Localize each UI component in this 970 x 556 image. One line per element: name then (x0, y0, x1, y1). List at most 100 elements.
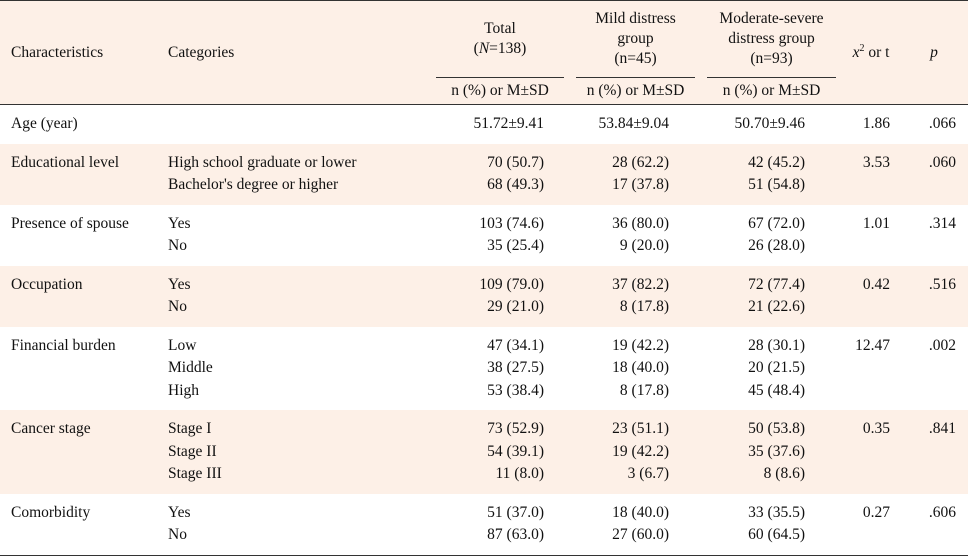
cell-category (157, 105, 430, 144)
cell-mild-line: 8 (17.8) (619, 298, 669, 315)
cell-category: Yes No (157, 265, 430, 327)
cell-moderate-line: 20 (21.5) (748, 359, 805, 376)
cell-stat: 1.01 (862, 214, 890, 232)
cell-total-line: 53 (38.4) (487, 381, 544, 399)
cell-stat: 12.47 (855, 336, 890, 354)
header-total: Total (N=138) (430, 0, 570, 77)
cell-moderate-line: 28 (30.1) (748, 336, 805, 354)
header-mod-line1: Moderate-severe (719, 10, 824, 27)
cell-moderate: 50.70±9.46 (701, 105, 842, 144)
cell-category-line: Stage III (168, 465, 222, 482)
cell-p: .314 (928, 214, 956, 232)
cell-mild-line: 9 (20.0) (619, 237, 669, 254)
cell-p: .841 (900, 410, 968, 494)
cell-moderate-line: 8 (8.6) (763, 465, 805, 482)
cell-total-line: 54 (39.1) (487, 442, 544, 460)
cell-total: 73 (52.9) 54 (39.1) 11 (8.0) (430, 410, 570, 494)
cell-stat: 1.86 (862, 115, 890, 132)
cell-total-line: 47 (34.1) (487, 336, 544, 354)
cell-mild-line: 19 (42.2) (612, 442, 669, 460)
cell-total: 51 (37.0) 87 (63.0) (430, 493, 570, 556)
cell-moderate-line: 26 (28.0) (748, 237, 805, 254)
cell-mild: 37 (82.2) 8 (17.8) (570, 265, 701, 327)
cell-moderate-line: 50.70±9.46 (734, 115, 805, 132)
cell-category-line: No (168, 526, 187, 543)
cell-mild: 28 (62.2) 17 (37.8) (570, 143, 701, 205)
cell-mild-line: 8 (17.8) (619, 381, 669, 399)
table-row: Presence of spouse Yes No 103 (74.6) 35 (25.… (0, 205, 968, 266)
cell-characteristic: Age (year) (11, 115, 78, 132)
cell-mild-line: 27 (60.0) (612, 526, 669, 543)
cell-total: 70 (50.7) 68 (49.3) (430, 143, 570, 205)
header-mod-line2: distress group (728, 30, 815, 47)
cell-moderate-line: 33 (35.5) (748, 503, 805, 521)
cell-moderate-line: 42 (45.2) (748, 153, 805, 171)
cell-category: Yes No (157, 493, 430, 556)
cell-moderate-line: 50 (53.8) (748, 420, 805, 437)
header-mild-line1: Mild distress (595, 10, 676, 27)
cell-total-line: 103 (74.6) (479, 214, 544, 232)
cell-category: Low Middle High (157, 327, 430, 411)
cell-total-line: 68 (49.3) (487, 176, 544, 193)
table-row: Cancer stage Stage I Stage II Stage III 73 (… (0, 410, 968, 494)
cell-total-line: 11 (8.0) (495, 465, 545, 482)
cell-moderate: 67 (72.0) 26 (28.0) (701, 205, 842, 266)
cell-p: .516 (900, 265, 968, 327)
cell-mild: 53.84±9.04 (570, 105, 701, 144)
header-total-line2: (N=138) (473, 40, 527, 57)
cell-stat: 0.27 (842, 493, 900, 556)
cell-mild: 19 (42.2) 18 (40.0) 8 (17.8) (570, 327, 701, 411)
cell-p: .606 (900, 493, 968, 556)
cell-moderate: 50 (53.8) 35 (37.6) 8 (8.6) (701, 410, 842, 494)
cell-characteristic: Occupation (0, 265, 157, 327)
cell-total-line: 35 (25.4) (487, 237, 544, 254)
cell-mild-line: 18 (40.0) (612, 503, 669, 521)
cell-moderate: 72 (77.4) 21 (22.6) (701, 265, 842, 327)
cell-mild-line: 18 (40.0) (612, 359, 669, 376)
cell-mild-line: 37 (82.2) (612, 275, 669, 293)
cell-moderate-line: 51 (54.8) (748, 176, 805, 193)
cell-total-line: 51.72±9.41 (473, 115, 544, 132)
cell-stat: 0.42 (842, 265, 900, 327)
cell-characteristic: Cancer stage (0, 410, 157, 494)
cell-total-line: 38 (27.5) (487, 359, 544, 376)
cell-category-line: High (168, 381, 199, 399)
cell-moderate: 33 (35.5) 60 (64.5) (701, 493, 842, 556)
cell-p: .060 (900, 143, 968, 205)
cell-p: .002 (928, 336, 956, 354)
header-mod-line3: (n=93) (750, 50, 793, 67)
header-mild: Mild distress group (n=45) (570, 0, 701, 77)
header-sub-moderate: n (%) or M±SD (701, 77, 842, 104)
cell-mild-line: 19 (42.2) (612, 336, 669, 354)
header-mild-line3: (n=45) (614, 50, 657, 67)
cell-category-line: Stage I (168, 420, 212, 437)
cell-moderate-line: 60 (64.5) (748, 526, 805, 543)
cell-characteristic: Presence of spouse (11, 214, 129, 232)
cell-mild-line: 36 (80.0) (612, 214, 669, 232)
table-row: Occupation Yes No 109 (79.0) 29 (21.0) 37 (82… (0, 265, 968, 327)
cell-category-line: High school graduate or lower (168, 153, 357, 171)
header-stat: x2 or t (842, 0, 900, 104)
header-sub-mild: n (%) or M±SD (570, 77, 701, 104)
cell-moderate: 28 (30.1) 20 (21.5) 45 (48.4) (701, 327, 842, 411)
cell-total: 103 (74.6) 35 (25.4) (430, 205, 570, 266)
cell-total-line: 29 (21.0) (487, 298, 544, 315)
cell-category: Stage I Stage II Stage III (157, 410, 430, 494)
header-sub-total: n (%) or M±SD (430, 77, 570, 104)
cell-mild-line: 23 (51.1) (612, 420, 669, 437)
cell-category-line: Low (168, 336, 197, 354)
table-row: Educational level High school graduate or… (0, 143, 968, 205)
cell-mild: 23 (51.1) 19 (42.2) 3 (6.7) (570, 410, 701, 494)
cell-category-line: Stage II (168, 442, 217, 460)
cell-total: 51.72±9.41 (430, 105, 570, 144)
header-moderate: Moderate-severe distress group (n=93) (701, 0, 842, 77)
cell-moderate-line: 72 (77.4) (748, 275, 805, 293)
header-total-line1: Total (484, 20, 516, 37)
cell-characteristic: Comorbidity (0, 493, 157, 556)
cell-total-line: 73 (52.9) (487, 420, 544, 437)
cell-category-line: No (168, 298, 187, 315)
cell-total: 47 (34.1) 38 (27.5) 53 (38.4) (430, 327, 570, 411)
header-categories: Categories (157, 0, 430, 104)
